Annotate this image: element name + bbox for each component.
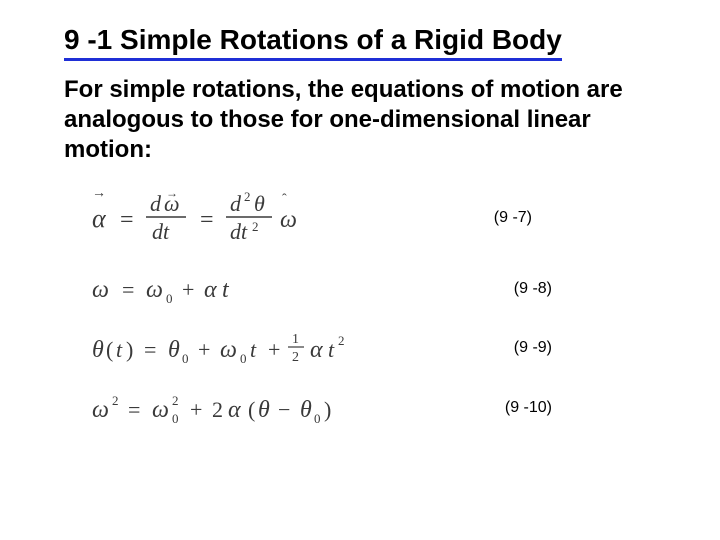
svg-text:θ: θ <box>92 337 104 363</box>
svg-text:t: t <box>222 277 230 303</box>
svg-text:=: = <box>122 277 134 302</box>
equation-label: (9 -9) <box>514 339 672 357</box>
svg-text:→: → <box>92 186 106 201</box>
svg-text:θ: θ <box>254 191 265 216</box>
svg-text:θ: θ <box>300 397 312 423</box>
svg-text:2: 2 <box>338 333 345 348</box>
svg-text:=: = <box>200 207 214 233</box>
intro-paragraph: For simple rotations, the equations of m… <box>64 75 624 165</box>
equation-9-8: ω = ω 0 + α t (9 -8) <box>64 269 672 309</box>
equation-svg-9-7: → α = d → ω dt = d 2 θ dt 2 ˆ <box>92 183 352 253</box>
svg-text:ω: ω <box>152 397 169 423</box>
svg-text:2: 2 <box>292 350 299 365</box>
svg-text:+: + <box>268 337 280 362</box>
svg-text:0: 0 <box>240 351 247 366</box>
svg-text:+: + <box>198 337 210 362</box>
equation-label: (9 -7) <box>494 209 672 227</box>
equation-9-10: ω 2 = ω 0 2 + 2 α ( θ − θ 0 ) (9 -10) <box>64 387 672 429</box>
equation-svg-9-8: ω = ω 0 + α t <box>92 269 292 309</box>
svg-text:0: 0 <box>166 291 173 306</box>
svg-text:1: 1 <box>292 332 299 347</box>
equation-svg-9-10: ω 2 = ω 0 2 + 2 α ( θ − θ 0 ) <box>92 387 392 429</box>
svg-text:α: α <box>92 204 107 233</box>
svg-text:ω: ω <box>164 191 180 216</box>
svg-text:α: α <box>228 397 241 423</box>
svg-text:t: t <box>116 337 123 362</box>
svg-text:0: 0 <box>172 411 179 426</box>
svg-text:t: t <box>328 337 335 362</box>
equation-9-7: → α = d → ω dt = d 2 θ dt 2 ˆ <box>64 183 672 253</box>
svg-text:d: d <box>150 191 162 216</box>
svg-text:dt: dt <box>230 219 248 244</box>
svg-text:θ: θ <box>168 337 180 363</box>
svg-text:d: d <box>230 191 242 216</box>
svg-text:ω: ω <box>92 397 109 423</box>
svg-text:2: 2 <box>244 189 251 204</box>
equation-label: (9 -10) <box>505 399 672 417</box>
svg-text:ω: ω <box>280 207 297 233</box>
svg-text:): ) <box>126 337 133 362</box>
svg-text:): ) <box>324 397 331 422</box>
svg-text:2: 2 <box>212 397 223 422</box>
svg-text:0: 0 <box>182 351 189 366</box>
slide: 9 -1 Simple Rotations of a Rigid Body Fo… <box>0 0 720 540</box>
equation-label: (9 -8) <box>514 280 672 298</box>
section-title: 9 -1 Simple Rotations of a Rigid Body <box>64 24 562 61</box>
svg-text:(: ( <box>106 337 113 362</box>
svg-text:=: = <box>144 337 156 362</box>
svg-text:=: = <box>128 397 140 422</box>
svg-text:2: 2 <box>252 219 259 234</box>
svg-text:θ: θ <box>258 397 270 423</box>
svg-text:+: + <box>190 397 202 422</box>
svg-text:(: ( <box>248 397 255 422</box>
svg-text:−: − <box>278 397 290 422</box>
equation-svg-9-9: θ ( t ) = θ 0 + ω 0 t + 1 2 α t 2 <box>92 325 392 371</box>
svg-text:ω: ω <box>220 337 237 363</box>
svg-text:=: = <box>120 207 134 233</box>
equation-9-9: θ ( t ) = θ 0 + ω 0 t + 1 2 α t 2 (9 - <box>64 325 672 371</box>
svg-text:t: t <box>250 337 257 362</box>
svg-text:ω: ω <box>146 277 163 303</box>
svg-text:ω: ω <box>92 277 109 303</box>
svg-text:α: α <box>310 337 323 363</box>
svg-text:α: α <box>204 277 217 303</box>
svg-text:dt: dt <box>152 219 170 244</box>
svg-text:2: 2 <box>172 393 179 408</box>
svg-text:2: 2 <box>112 393 119 408</box>
svg-text:0: 0 <box>314 411 321 426</box>
svg-text:ˆ: ˆ <box>282 192 287 207</box>
svg-text:+: + <box>182 277 194 302</box>
